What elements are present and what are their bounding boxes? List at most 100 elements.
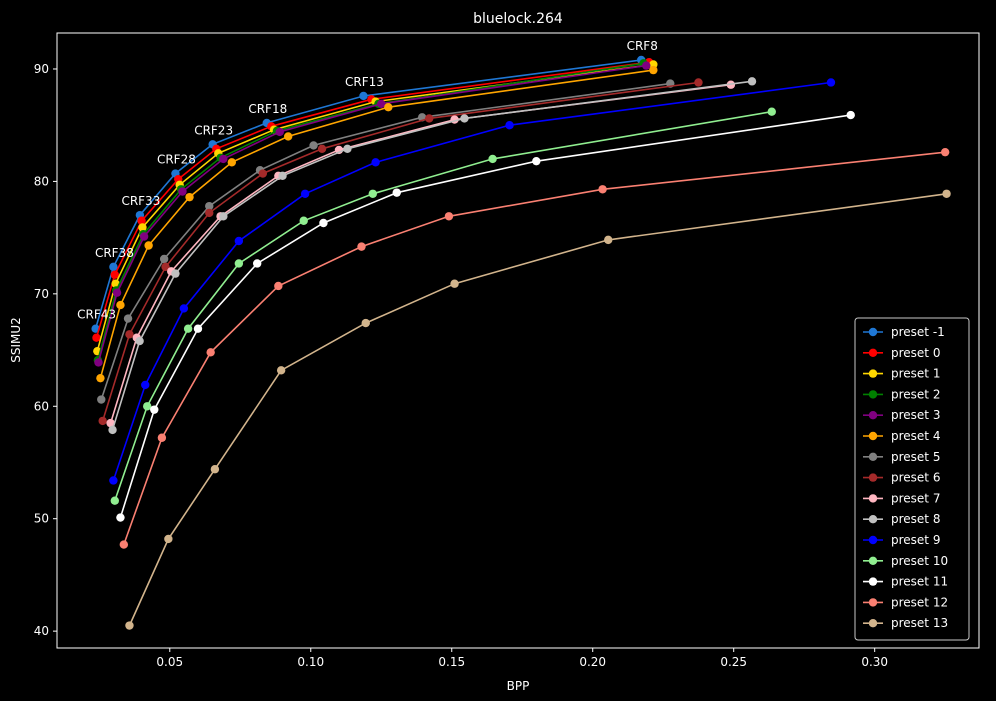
series-line (111, 80, 753, 431)
data-point (371, 158, 380, 167)
legend-swatch-marker (868, 577, 878, 586)
legend-item: preset 0 (863, 346, 940, 360)
legend-item: preset 10 (863, 554, 948, 568)
data-point (747, 77, 757, 86)
data-point (361, 318, 370, 328)
legend-item: preset 7 (863, 491, 940, 505)
data-point (309, 141, 318, 150)
legend-item: preset 4 (863, 429, 940, 443)
data-point (185, 192, 194, 202)
data-point (940, 147, 950, 157)
series-preset-8 (108, 77, 757, 435)
data-point (210, 465, 220, 474)
data-point (108, 425, 117, 435)
plot-area (56, 32, 980, 649)
data-point (96, 373, 105, 383)
data-point (110, 270, 120, 279)
series-preset-12 (119, 147, 950, 549)
y-axis-ticks: 40 50 60 70 80 90 (34, 62, 57, 638)
y-tick-label: 50 (34, 512, 49, 526)
legend-item: preset 9 (863, 533, 940, 547)
data-point (942, 189, 951, 198)
data-point (319, 218, 328, 228)
data-point (275, 127, 284, 137)
legend-swatch-marker (868, 327, 878, 337)
legend-swatch-marker (868, 431, 878, 441)
legend-swatch-marker (868, 348, 878, 357)
data-point (357, 242, 366, 251)
data-point (234, 259, 244, 268)
series-line (101, 81, 699, 422)
data-point (150, 405, 159, 414)
legend-label: preset 7 (891, 491, 940, 505)
legend-label: preset 1 (891, 367, 940, 381)
data-point (183, 324, 193, 333)
data-point (278, 171, 287, 180)
data-point (424, 114, 434, 123)
data-point (141, 380, 150, 390)
data-point (125, 330, 134, 339)
series-preset-4 (96, 65, 658, 383)
data-point (116, 300, 125, 310)
data-point (135, 336, 144, 346)
data-point (164, 534, 173, 544)
legend-item: preset 1 (863, 367, 940, 381)
data-point (109, 262, 118, 272)
data-point (252, 259, 262, 268)
data-point (642, 61, 651, 70)
data-point (274, 281, 283, 291)
x-tick-label: 0.15 (438, 655, 465, 669)
data-point (171, 269, 180, 278)
crf-annotation: CRF13 (345, 75, 384, 89)
legend-swatch-marker (868, 411, 878, 420)
legend-label: preset 10 (891, 554, 948, 568)
legend-item: preset 2 (863, 387, 940, 401)
data-point (377, 99, 386, 109)
data-point (119, 540, 129, 549)
legend-swatch-marker (868, 556, 878, 565)
data-point (193, 324, 203, 333)
legend-swatch-marker (868, 619, 878, 628)
series-line (112, 81, 832, 481)
data-point (97, 395, 106, 404)
legend-swatch-marker (868, 515, 878, 524)
data-point (137, 216, 146, 225)
legend-label: preset 4 (891, 429, 940, 443)
y-axis-label: SSIMU2 (9, 317, 23, 363)
data-point (179, 304, 189, 313)
data-point (444, 212, 454, 221)
data-point (826, 78, 836, 87)
legend-swatch-marker (868, 494, 878, 503)
data-point (846, 110, 855, 120)
data-point (384, 103, 393, 112)
data-point (505, 120, 514, 130)
data-point (92, 333, 101, 342)
series-preset-9 (109, 78, 836, 485)
legend-item: preset 12 (863, 595, 948, 609)
data-point (234, 236, 244, 246)
data-point (161, 262, 170, 272)
y-tick-label: 60 (34, 399, 49, 413)
legend-swatch-marker (868, 390, 878, 399)
crf-annotation: CRF33 (121, 194, 160, 208)
legend-label: preset -1 (891, 325, 945, 339)
data-point (205, 208, 214, 218)
data-point (157, 433, 167, 442)
legend-item: preset 5 (863, 450, 940, 464)
legend-label: preset 2 (891, 387, 940, 401)
series-line (123, 151, 946, 545)
data-point (227, 158, 237, 167)
series-layer (91, 55, 951, 630)
data-point (694, 78, 703, 87)
data-point (139, 232, 149, 241)
data-point (143, 402, 152, 411)
series-preset-13 (125, 189, 951, 630)
legend-item: preset 13 (863, 616, 948, 630)
crf-annotation: CRF28 (157, 153, 196, 167)
legend-frame (854, 317, 970, 641)
legend-item: preset 3 (863, 408, 940, 422)
legend-label: preset 13 (891, 616, 948, 630)
x-tick-label: 0.25 (720, 655, 747, 669)
legend-label: preset 8 (891, 512, 940, 526)
legend-label: preset 12 (891, 595, 948, 609)
